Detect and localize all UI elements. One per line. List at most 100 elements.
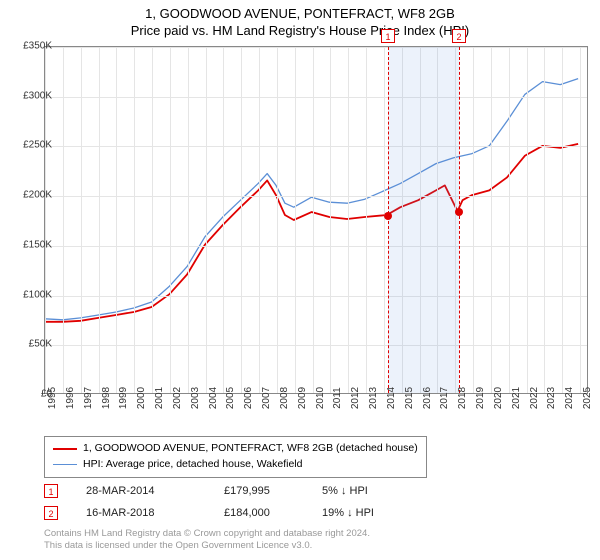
sales-table: 1 28-MAR-2014 £179,995 5% ↓ HPI 2 16-MAR… — [44, 480, 412, 524]
gridline-v — [81, 47, 82, 393]
x-axis-label: 2013 — [368, 387, 379, 409]
gridline-v — [295, 47, 296, 393]
x-axis-label: 2007 — [261, 387, 272, 409]
gridline-h — [45, 146, 587, 147]
gridline-v — [188, 47, 189, 393]
gridline-v — [152, 47, 153, 393]
x-axis-label: 2002 — [172, 387, 183, 409]
x-axis-label: 2023 — [546, 387, 557, 409]
legend-item: 1, GOODWOOD AVENUE, PONTEFRACT, WF8 2GB … — [53, 441, 418, 457]
gridline-v — [509, 47, 510, 393]
x-axis-label: 2009 — [297, 387, 308, 409]
x-axis-label: 1999 — [118, 387, 129, 409]
x-axis-label: 2021 — [511, 387, 522, 409]
gridline-v — [99, 47, 100, 393]
gridline-h — [45, 246, 587, 247]
gridline-v — [134, 47, 135, 393]
gridline-v — [527, 47, 528, 393]
title-sub: Price paid vs. HM Land Registry's House … — [0, 23, 600, 40]
legend-swatch — [53, 464, 77, 465]
x-axis-label: 2020 — [493, 387, 504, 409]
sale-period-shade — [388, 47, 459, 393]
gridline-v — [313, 47, 314, 393]
gridline-v — [544, 47, 545, 393]
x-axis-label: 2022 — [529, 387, 540, 409]
sales-price: £184,000 — [224, 507, 294, 519]
gridline-v — [384, 47, 385, 393]
x-axis-label: 2010 — [315, 387, 326, 409]
x-axis-label: 2016 — [422, 387, 433, 409]
sales-marker: 1 — [44, 484, 58, 498]
sales-date: 28-MAR-2014 — [86, 485, 196, 497]
y-axis-label: £0 — [10, 389, 52, 400]
gridline-v — [116, 47, 117, 393]
legend: 1, GOODWOOD AVENUE, PONTEFRACT, WF8 2GB … — [44, 436, 427, 478]
sales-price: £179,995 — [224, 485, 294, 497]
sales-row: 1 28-MAR-2014 £179,995 5% ↓ HPI — [44, 480, 412, 502]
gridline-v — [366, 47, 367, 393]
gridline-v — [259, 47, 260, 393]
footer-line: Contains HM Land Registry data © Crown c… — [44, 528, 370, 540]
gridline-h — [45, 47, 587, 48]
gridline-v — [241, 47, 242, 393]
legend-swatch — [53, 448, 77, 450]
x-axis-label: 1998 — [101, 387, 112, 409]
footer-line: This data is licensed under the Open Gov… — [44, 540, 370, 552]
sales-marker: 2 — [44, 506, 58, 520]
title-main: 1, GOODWOOD AVENUE, PONTEFRACT, WF8 2GB — [0, 6, 600, 23]
x-axis-label: 1996 — [65, 387, 76, 409]
x-axis-label: 2000 — [136, 387, 147, 409]
legend-label: 1, GOODWOOD AVENUE, PONTEFRACT, WF8 2GB … — [83, 441, 418, 457]
gridline-h — [45, 296, 587, 297]
y-axis-label: £300K — [10, 90, 52, 101]
x-axis-label: 2018 — [457, 387, 468, 409]
chart-container: 1, GOODWOOD AVENUE, PONTEFRACT, WF8 2GB … — [0, 0, 600, 560]
gridline-v — [491, 47, 492, 393]
x-axis-label: 2006 — [243, 387, 254, 409]
x-axis-label: 2008 — [279, 387, 290, 409]
sale-marker-line — [459, 47, 460, 393]
gridline-h — [45, 345, 587, 346]
title-block: 1, GOODWOOD AVENUE, PONTEFRACT, WF8 2GB … — [0, 0, 600, 40]
x-axis-label: 2011 — [332, 387, 343, 409]
x-axis-label: 2004 — [208, 387, 219, 409]
y-axis-label: £250K — [10, 140, 52, 151]
sales-diff: 19% ↓ HPI — [322, 507, 412, 519]
chart-lines-svg — [45, 47, 587, 393]
sale-marker-dot — [455, 208, 463, 216]
x-axis-label: 2005 — [225, 387, 236, 409]
gridline-v — [63, 47, 64, 393]
sales-row: 2 16-MAR-2018 £184,000 19% ↓ HPI — [44, 502, 412, 524]
x-axis-label: 2014 — [386, 387, 397, 409]
gridline-v — [473, 47, 474, 393]
x-axis-label: 2019 — [475, 387, 486, 409]
x-axis-label: 2001 — [154, 387, 165, 409]
x-axis-label: 1995 — [47, 387, 58, 409]
x-axis-label: 2003 — [190, 387, 201, 409]
x-axis-label: 1997 — [83, 387, 94, 409]
gridline-h — [45, 196, 587, 197]
gridline-v — [580, 47, 581, 393]
y-axis-label: £100K — [10, 289, 52, 300]
chart-plot-area: 12 — [44, 46, 588, 394]
y-axis-label: £200K — [10, 190, 52, 201]
gridline-v — [562, 47, 563, 393]
x-axis-label: 2015 — [404, 387, 415, 409]
y-axis-label: £150K — [10, 239, 52, 250]
sale-marker-number: 2 — [452, 29, 466, 43]
gridline-v — [348, 47, 349, 393]
legend-item: HPI: Average price, detached house, Wake… — [53, 457, 418, 473]
gridline-v — [206, 47, 207, 393]
gridline-v — [330, 47, 331, 393]
x-axis-label: 2024 — [564, 387, 575, 409]
x-axis-label: 2012 — [350, 387, 361, 409]
sales-date: 16-MAR-2018 — [86, 507, 196, 519]
gridline-h — [45, 97, 587, 98]
y-axis-label: £50K — [10, 339, 52, 350]
sale-marker-number: 1 — [381, 29, 395, 43]
x-axis-label: 2017 — [439, 387, 450, 409]
y-axis-label: £350K — [10, 41, 52, 52]
gridline-v — [170, 47, 171, 393]
gridline-v — [223, 47, 224, 393]
sale-marker-dot — [384, 212, 392, 220]
